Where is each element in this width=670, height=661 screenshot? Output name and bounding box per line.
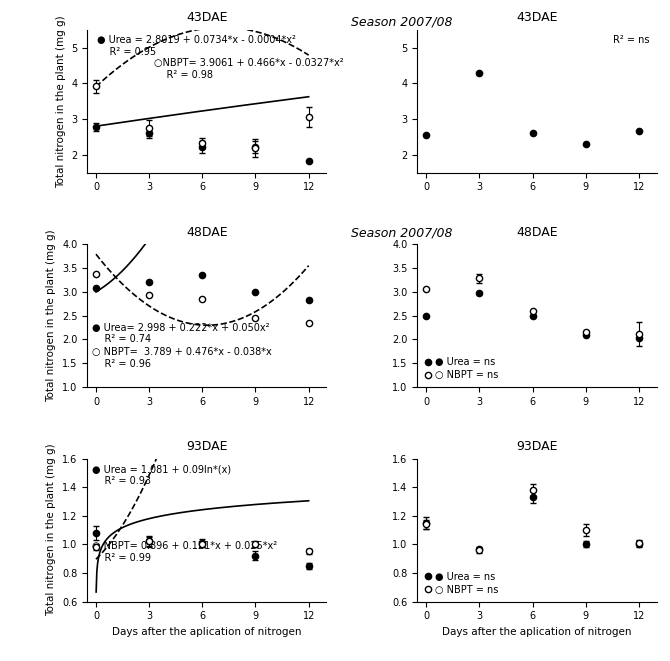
X-axis label: Days after the aplication of nitrogen: Days after the aplication of nitrogen xyxy=(442,627,632,637)
Title: 93DAE: 93DAE xyxy=(516,440,557,453)
Y-axis label: Total nitrogen in the plant (mg g): Total nitrogen in the plant (mg g) xyxy=(56,15,66,188)
Legend: ● Urea = ns, ○ NBPT = ns: ● Urea = ns, ○ NBPT = ns xyxy=(422,356,500,382)
Y-axis label: Total nitrogen in the plant (mg g): Total nitrogen in the plant (mg g) xyxy=(46,229,56,402)
Title: 43DAE: 43DAE xyxy=(516,11,557,24)
Text: ○NBPT= 3.9061 + 0.466*x - 0.0327*x²
    R² = 0.98: ○NBPT= 3.9061 + 0.466*x - 0.0327*x² R² =… xyxy=(154,58,344,80)
Legend: ● Urea = ns, ○ NBPT = ns: ● Urea = ns, ○ NBPT = ns xyxy=(422,570,500,597)
Title: 93DAE: 93DAE xyxy=(186,440,228,453)
Title: 43DAE: 43DAE xyxy=(186,11,228,24)
Text: Season 2007/08: Season 2007/08 xyxy=(351,15,453,28)
Text: R² = ns: R² = ns xyxy=(613,36,649,46)
Text: ○ NBPT=  3.789 + 0.476*x - 0.038*x
    R² = 0.96: ○ NBPT= 3.789 + 0.476*x - 0.038*x R² = 0… xyxy=(92,347,271,369)
X-axis label: Days after the aplication of nitrogen: Days after the aplication of nitrogen xyxy=(112,627,302,637)
Title: 48DAE: 48DAE xyxy=(516,226,557,239)
Text: Season 2007/08: Season 2007/08 xyxy=(351,227,453,240)
Title: 48DAE: 48DAE xyxy=(186,226,228,239)
Text: ● Urea = 1.081 + 0.09ln*(x)
    R² = 0.93: ● Urea = 1.081 + 0.09ln*(x) R² = 0.93 xyxy=(92,464,231,486)
Y-axis label: Total nitrogen in the plant (mg g): Total nitrogen in the plant (mg g) xyxy=(46,444,56,616)
Text: ● Urea= 2.998 + 0.222*x + 0.050x²
    R² = 0.74: ● Urea= 2.998 + 0.222*x + 0.050x² R² = 0… xyxy=(92,323,269,344)
Text: ○ NBPT= 0.896 + 0.121*x + 0.025*x²
    R² = 0.99: ○ NBPT= 0.896 + 0.121*x + 0.025*x² R² = … xyxy=(92,541,277,563)
Text: ● Urea = 2.8019 + 0.0734*x - 0.0004*x²
    R² = 0.95: ● Urea = 2.8019 + 0.0734*x - 0.0004*x² R… xyxy=(96,36,295,57)
